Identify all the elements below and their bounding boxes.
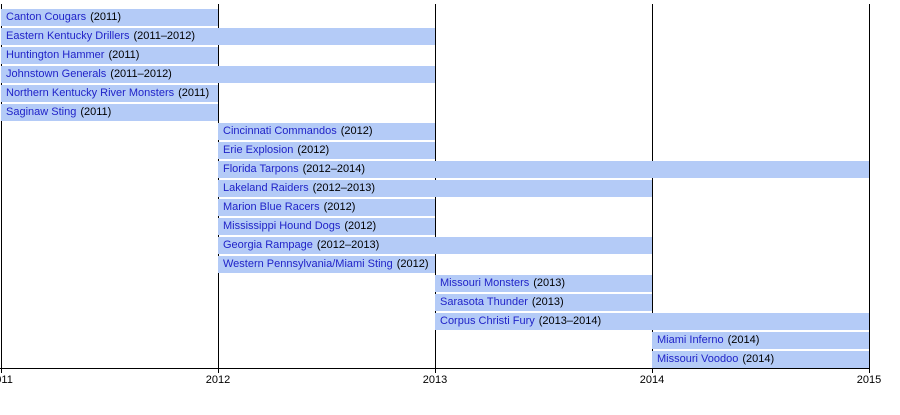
year-gridline-2014 — [652, 4, 653, 368]
axis-tick-2011 — [1, 368, 2, 373]
team-years: (2013–2014) — [538, 315, 602, 327]
team-bar: Huntington Hammer (2011) — [1, 47, 218, 64]
team-link[interactable]: Canton Cougars — [6, 11, 87, 23]
axis-label-2014: 2014 — [639, 374, 665, 386]
axis-label-2015: 2015 — [856, 374, 882, 386]
team-years: (2011–2012) — [133, 30, 196, 42]
team-years: (2012) — [344, 220, 377, 232]
axis-label-2011: 2011 — [0, 374, 13, 386]
team-bar: Marion Blue Racers (2012) — [218, 199, 435, 216]
team-bar: Johnstown Generals (2011–2012) — [1, 66, 435, 83]
team-bar: Miami Inferno (2014) — [652, 332, 869, 349]
team-bar: Corpus Christi Fury (2013–2014) — [435, 313, 869, 330]
team-years: (2012) — [340, 125, 373, 137]
team-link[interactable]: Western Pennsylvania/Miami Sting — [223, 258, 393, 270]
team-years: (2012–2013) — [316, 239, 380, 251]
team-link[interactable]: Huntington Hammer — [6, 49, 105, 61]
axis-label-2012: 2012 — [205, 374, 231, 386]
team-link[interactable]: Missouri Monsters — [440, 277, 530, 289]
team-link[interactable]: Johnstown Generals — [6, 68, 107, 80]
team-bar: Cincinnati Commandos (2012) — [218, 123, 435, 140]
team-bar: Northern Kentucky River Monsters (2011) — [1, 85, 218, 102]
team-link[interactable]: Erie Explosion — [223, 144, 294, 156]
axis-tick-2014 — [652, 368, 653, 373]
team-link[interactable]: Corpus Christi Fury — [440, 315, 535, 327]
year-gridline-2015 — [869, 4, 870, 368]
team-bar: Western Pennsylvania/Miami Sting (2012) — [218, 256, 435, 273]
team-bar: Georgia Rampage (2012–2013) — [218, 237, 652, 254]
team-years: (2012) — [396, 258, 429, 270]
axis-tick-2012 — [218, 368, 219, 373]
team-years: (2013) — [533, 277, 566, 289]
team-bar: Mississippi Hound Dogs (2012) — [218, 218, 435, 235]
team-link[interactable]: Saginaw Sting — [6, 106, 77, 118]
team-link[interactable]: Miami Inferno — [657, 334, 724, 346]
team-link[interactable]: Sarasota Thunder — [440, 296, 528, 308]
team-years: (2011) — [90, 11, 122, 23]
team-link[interactable]: Florida Tarpons — [223, 163, 299, 175]
team-bar: Canton Cougars (2011) — [1, 9, 218, 26]
team-link[interactable]: Mississippi Hound Dogs — [223, 220, 341, 232]
team-years: (2014) — [727, 334, 760, 346]
team-bar: Saginaw Sting (2011) — [1, 104, 218, 121]
year-gridline-2011 — [1, 4, 2, 368]
team-years: (2012) — [323, 201, 356, 213]
team-link[interactable]: Lakeland Raiders — [223, 182, 309, 194]
team-link[interactable]: Marion Blue Racers — [223, 201, 320, 213]
team-years: (2012–2014) — [302, 163, 366, 175]
team-bar: Lakeland Raiders (2012–2013) — [218, 180, 652, 197]
team-bar: Erie Explosion (2012) — [218, 142, 435, 159]
team-years: (2011) — [178, 87, 210, 99]
team-bar: Missouri Monsters (2013) — [435, 275, 652, 292]
team-years: (2011) — [80, 106, 112, 118]
axis-label-2013: 2013 — [422, 374, 448, 386]
team-years: (2011–2012) — [110, 68, 172, 80]
team-link[interactable]: Georgia Rampage — [223, 239, 313, 251]
team-years: (2011) — [108, 49, 140, 61]
team-bar: Florida Tarpons (2012–2014) — [218, 161, 869, 178]
team-link[interactable]: Eastern Kentucky Drillers — [6, 30, 130, 42]
team-link[interactable]: Missouri Voodoo — [657, 353, 739, 365]
team-bar: Missouri Voodoo (2014) — [652, 351, 869, 368]
team-link[interactable]: Northern Kentucky River Monsters — [6, 87, 175, 99]
axis-tick-2015 — [869, 368, 870, 373]
team-years: (2012) — [297, 144, 330, 156]
team-bar: Sarasota Thunder (2013) — [435, 294, 652, 311]
team-years: (2013) — [531, 296, 564, 308]
team-bar: Eastern Kentucky Drillers (2011–2012) — [1, 28, 435, 45]
team-years: (2012–2013) — [312, 182, 376, 194]
axis-tick-2013 — [435, 368, 436, 373]
team-link[interactable]: Cincinnati Commandos — [223, 125, 337, 137]
team-years: (2014) — [742, 353, 775, 365]
